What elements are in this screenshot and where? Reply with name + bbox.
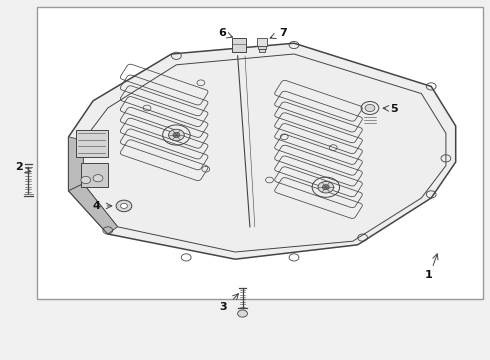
Text: 1: 1	[425, 270, 433, 280]
Text: 2: 2	[15, 162, 23, 172]
Text: 4: 4	[92, 201, 100, 211]
Circle shape	[365, 104, 375, 112]
Bar	[232, 38, 246, 52]
Bar	[258, 46, 266, 49]
Circle shape	[121, 203, 127, 208]
Circle shape	[116, 200, 132, 212]
Bar	[259, 49, 265, 52]
Bar	[37, 7, 483, 299]
Bar	[257, 38, 267, 46]
Text: 6: 6	[218, 28, 226, 39]
Circle shape	[93, 175, 103, 182]
Circle shape	[81, 176, 91, 184]
Circle shape	[238, 310, 247, 317]
Text: 3: 3	[220, 302, 227, 312]
Text: 7: 7	[279, 28, 287, 39]
Bar	[81, 163, 108, 187]
Circle shape	[322, 185, 329, 190]
Circle shape	[169, 129, 184, 141]
Polygon shape	[69, 43, 456, 259]
Polygon shape	[69, 184, 118, 234]
Bar	[76, 130, 108, 157]
Text: 5: 5	[391, 104, 398, 114]
Circle shape	[173, 132, 180, 138]
Circle shape	[318, 181, 334, 193]
Polygon shape	[69, 137, 83, 191]
